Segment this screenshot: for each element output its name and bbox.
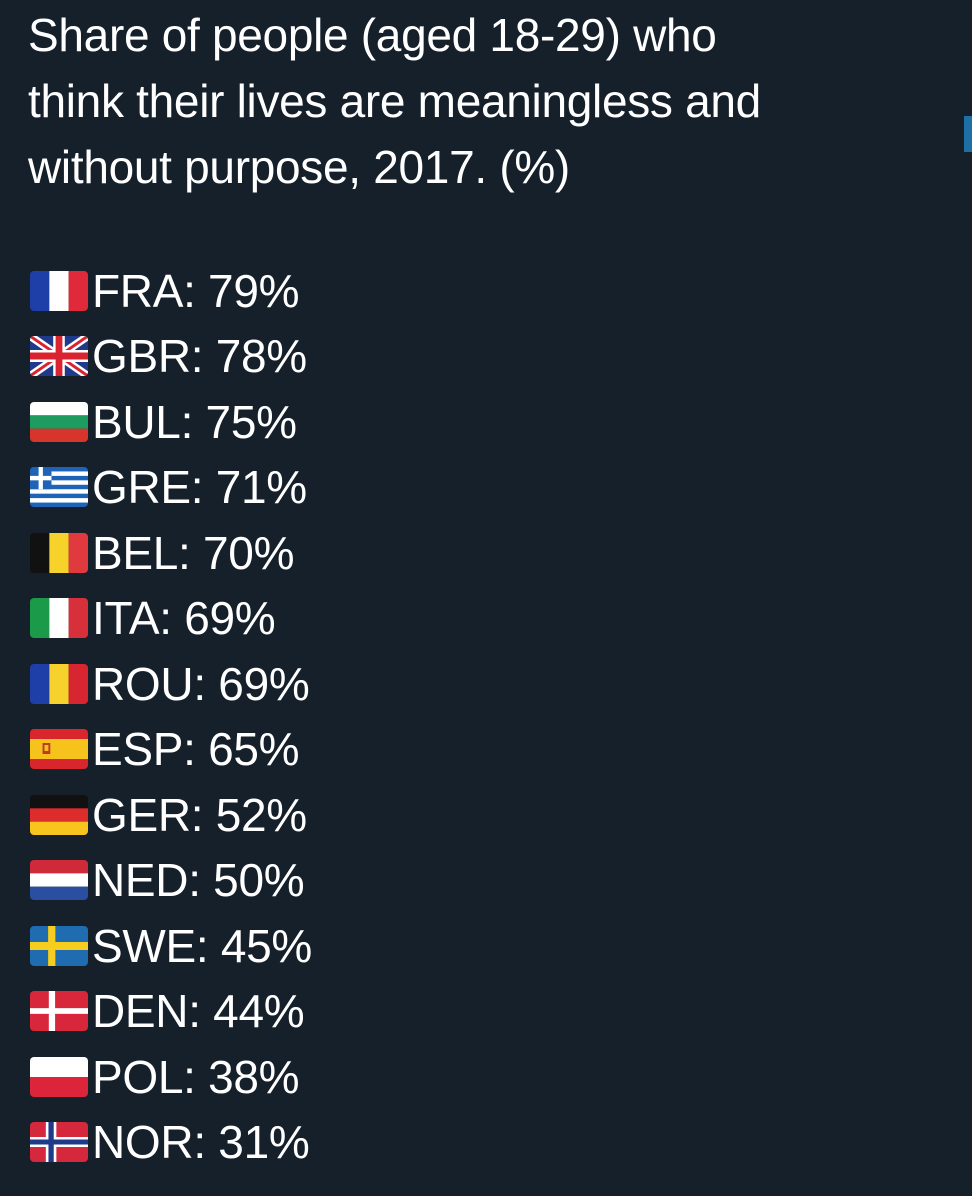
country-value-label: BEL: 70% (92, 526, 295, 579)
list-item-ger: GER: 52% (30, 782, 312, 848)
country-value-label: NOR: 31% (92, 1116, 310, 1169)
country-value-label: GER: 52% (92, 788, 307, 841)
list-item-fra: FRA: 79% (30, 258, 312, 324)
greece-flag-icon (30, 467, 88, 508)
norway-flag-icon (30, 1122, 88, 1163)
denmark-flag-icon (30, 991, 88, 1032)
country-value-label: GBR: 78% (92, 330, 307, 383)
list-item-esp: ESP: 65% (30, 717, 312, 783)
list-item-bul: BUL: 75% (30, 389, 312, 455)
list-item-den: DEN: 44% (30, 979, 312, 1045)
list-item-pol: POL: 38% (30, 1044, 312, 1110)
post-content: Share of people (aged 18-29) who think t… (28, 0, 948, 1165)
list-item-gbr: GBR: 78% (30, 324, 312, 390)
uk-flag-icon (30, 336, 88, 377)
germany-flag-icon (30, 794, 88, 835)
italy-flag-icon (30, 598, 88, 639)
sweden-flag-icon (30, 925, 88, 966)
country-list: FRA: 79% GBR: 78% (30, 258, 312, 1175)
country-value-label: POL: 38% (92, 1050, 300, 1103)
country-value-label: FRA: 79% (92, 264, 300, 317)
title-line: think their lives are meaningless and (28, 75, 761, 127)
spain-flag-icon (30, 729, 88, 770)
country-value-label: NED: 50% (92, 854, 305, 907)
country-value-label: DEN: 44% (92, 985, 305, 1038)
list-item-ned: NED: 50% (30, 848, 312, 914)
list-item-nor: NOR: 31% (30, 1110, 312, 1176)
country-value-label: ESP: 65% (92, 723, 300, 776)
list-item-gre: GRE: 71% (30, 455, 312, 521)
country-value-label: BUL: 75% (92, 395, 297, 448)
netherlands-flag-icon (30, 860, 88, 901)
list-item-rou: ROU: 69% (30, 651, 312, 717)
post-title: Share of people (aged 18-29) who think t… (28, 0, 948, 200)
bulgaria-flag-icon (30, 401, 88, 442)
list-item-ita: ITA: 69% (30, 586, 312, 652)
title-line: Share of people (aged 18-29) who (28, 9, 717, 61)
list-item-bel: BEL: 70% (30, 520, 312, 586)
country-value-label: ROU: 69% (92, 657, 310, 710)
list-item-swe: SWE: 45% (30, 913, 312, 979)
country-value-label: ITA: 69% (92, 592, 276, 645)
poland-flag-icon (30, 1056, 88, 1097)
edge-tab (964, 116, 972, 152)
france-flag-icon (30, 270, 88, 311)
romania-flag-icon (30, 663, 88, 704)
belgium-flag-icon (30, 532, 88, 573)
title-line: without purpose, 2017. (%) (28, 141, 570, 193)
country-value-label: GRE: 71% (92, 461, 307, 514)
country-value-label: SWE: 45% (92, 919, 313, 972)
